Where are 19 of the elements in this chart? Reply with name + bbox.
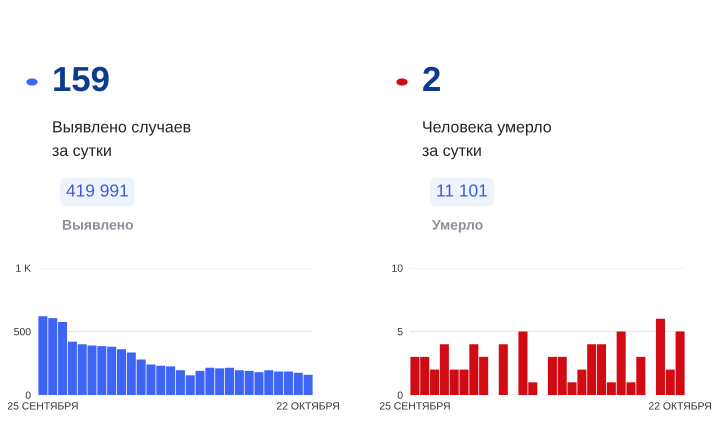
chart-subtitle: Выявлено случаев за сутки xyxy=(52,121,190,160)
bar xyxy=(498,344,508,395)
x-tick-label: 25 СЕНТЯБРЯ xyxy=(380,402,450,410)
text: Умерло xyxy=(432,220,483,232)
chart-title: 2 xyxy=(423,66,440,91)
x-tick-label: 22 ОКТЯБРЯ xyxy=(276,402,339,410)
x-tick-label: 25 СЕНТЯБРЯ xyxy=(8,402,78,410)
text: 419 991 xyxy=(66,184,128,197)
y-tick-label: 0 xyxy=(398,392,403,399)
y-tick-label: 0 xyxy=(26,392,31,399)
y-tick-label: 500 xyxy=(14,328,31,336)
chart-subtitle: Человека умерло за сутки xyxy=(422,121,551,160)
text: Выявлено xyxy=(62,220,134,230)
y-tick-label: 1 K xyxy=(16,264,31,272)
y-tick-label: 5 xyxy=(398,328,403,336)
x-tick-label: 22 ОКТЯБРЯ xyxy=(648,402,711,410)
chart-title: 159 xyxy=(54,66,109,92)
text: 11 101 xyxy=(437,184,487,197)
y-tick-label: 10 xyxy=(392,264,403,272)
